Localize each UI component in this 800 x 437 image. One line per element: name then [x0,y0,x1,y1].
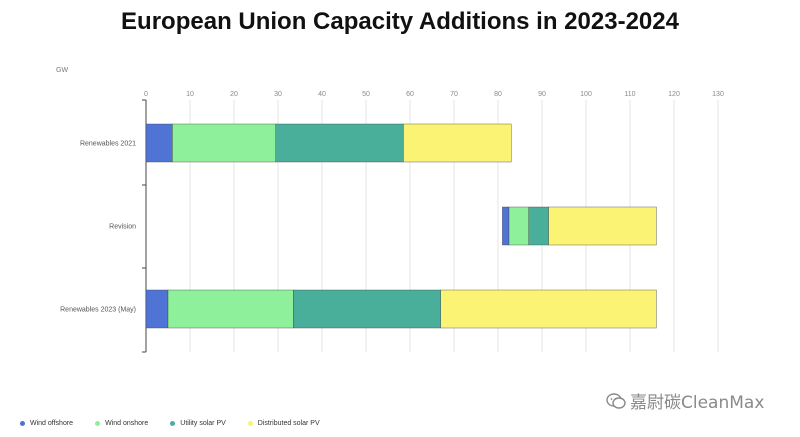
x-tick-label: 90 [538,91,546,98]
axis-unit-label: GW [56,67,68,74]
x-tick-label: 120 [668,91,680,98]
legend-label: Utility solar PV [180,420,226,427]
x-tick-label: 100 [580,91,592,98]
legend-swatch [20,421,25,426]
bar-segment [293,289,441,329]
x-tick-label: 110 [624,91,635,98]
bar-segment [548,206,657,246]
legend-swatch [95,421,101,426]
x-tick-label: 130 [712,91,724,98]
legend-label: Wind offshore [30,420,74,427]
legend-label: Distributed solar PV [257,420,320,427]
legend-item: Utility solar PV [170,420,226,427]
chat-bubbles-icon [606,392,626,409]
legend-item: Distributed solar PV [247,420,320,427]
bar-segment [528,206,549,246]
legend-swatch [247,421,253,426]
x-tick-label: 80 [494,91,502,98]
x-tick-label: 70 [450,91,458,98]
x-tick-label: 60 [406,91,414,98]
legend: Wind offshore Wind onshore Utility solar P… [20,420,320,427]
x-tick-label: 10 [186,91,194,98]
x-tick-label: 0 [144,91,148,98]
legend-item: Wind onshore [95,420,148,427]
bar-segment [508,206,529,246]
bar-segment [145,123,173,163]
watermark-text: 嘉尉碳CleanMax [630,393,765,413]
bar-segment [145,289,169,329]
chart-title: European Union Capacity Additions in 202… [121,8,679,35]
bar-segment [172,123,276,163]
x-tick-label: 50 [362,91,370,98]
bar-segment [403,123,512,163]
category-label: Revision [109,224,136,231]
bar-segment [502,206,510,246]
x-tick-label: 30 [274,91,282,98]
legend-label: Wind onshore [105,420,149,427]
x-tick-label: 40 [318,91,326,98]
x-tick-label: 20 [230,91,238,98]
category-label: Renewables 2021 [80,141,136,148]
bar-segment [167,289,294,329]
legend-swatch [170,421,176,426]
bar-segment [440,289,657,329]
watermark: 嘉尉碳CleanMax [606,388,764,413]
legend-item: Wind offshore [20,420,73,427]
bar-segment [275,123,404,163]
category-label: Renewables 2023 (May) [60,307,136,314]
